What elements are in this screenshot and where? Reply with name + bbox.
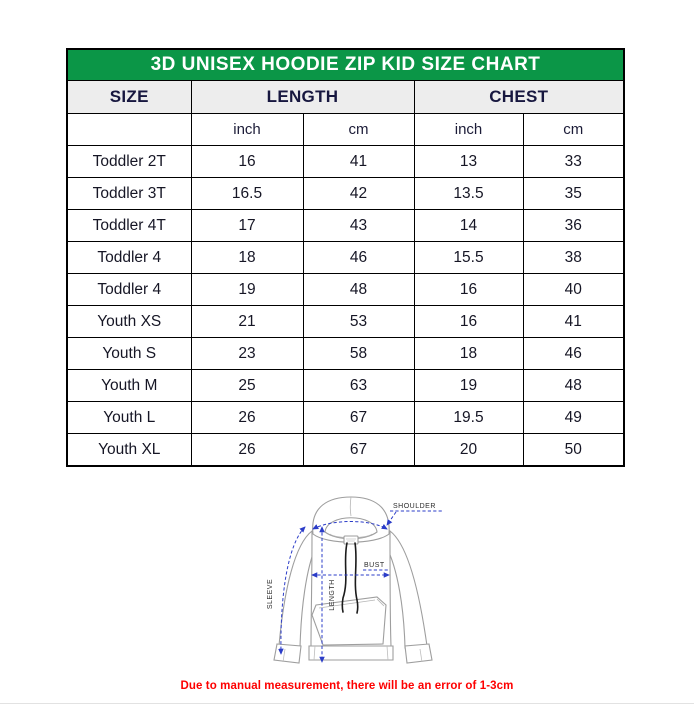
length-inch-cell: 18 <box>190 241 304 274</box>
chest-cm-cell: 33 <box>522 145 625 178</box>
chest-cm-cell: 40 <box>522 273 625 306</box>
chest-cm-cell: 49 <box>522 401 625 434</box>
table-row: Youth S 23 58 18 46 <box>66 337 625 370</box>
hoodie-outline <box>273 496 433 664</box>
chest-inch-cell: 13.5 <box>413 177 524 210</box>
unit-header-row: inch cm inch cm <box>66 113 625 146</box>
table-row: Toddler 4T 17 43 14 36 <box>66 209 625 242</box>
chest-inch-cell: 13 <box>413 145 524 178</box>
chest-cm-cell: 35 <box>522 177 625 210</box>
size-cell: Toddler 4 <box>66 273 192 306</box>
unit-header-empty <box>66 113 192 146</box>
length-cm-cell: 48 <box>302 273 415 306</box>
size-cell: Youth S <box>66 337 192 370</box>
column-group-row: SIZE LENGTH CHEST <box>66 80 625 114</box>
table-row: Toddler 3T 16.5 42 13.5 35 <box>66 177 625 210</box>
chest-cm-cell: 38 <box>522 241 625 274</box>
size-cell: Youth XS <box>66 305 192 338</box>
column-header-size: SIZE <box>66 80 192 114</box>
chest-cm-cell: 46 <box>522 337 625 370</box>
length-inch-cell: 21 <box>190 305 304 338</box>
size-cell: Toddler 4 <box>66 241 192 274</box>
shoulder-arrow <box>312 521 388 530</box>
length-inch-cell: 16 <box>190 145 304 178</box>
bust-label: BUST <box>364 562 385 569</box>
chest-inch-cell: 16 <box>413 273 524 306</box>
size-cell: Youth L <box>66 401 192 434</box>
chest-inch-cell: 19 <box>413 369 524 402</box>
shoulder-label: SHOULDER <box>393 503 436 510</box>
chest-cm-cell: 50 <box>522 433 625 467</box>
table-row: Toddler 4 19 48 16 40 <box>66 273 625 306</box>
size-chart-table: 3D UNISEX HOODIE ZIP KID SIZE CHART SIZE… <box>66 48 626 467</box>
table-row: Youth L 26 67 19.5 49 <box>66 401 625 434</box>
column-header-chest: CHEST <box>413 80 625 114</box>
chest-cm-cell: 36 <box>522 209 625 242</box>
table-row: Youth XS 21 53 16 41 <box>66 305 625 338</box>
hoodie-measurement-diagram: SHOULDER BUST LENGTH SLEEVE <box>238 494 470 680</box>
table-row: Youth M 25 63 19 48 <box>66 369 625 402</box>
size-cell: Toddler 2T <box>66 145 192 178</box>
column-header-length: LENGTH <box>190 80 415 114</box>
measurement-lines <box>278 510 444 663</box>
length-inch-cell: 25 <box>190 369 304 402</box>
length-cm-cell: 67 <box>302 433 415 467</box>
unit-header-length-inch: inch <box>190 113 304 146</box>
size-cell: Toddler 3T <box>66 177 192 210</box>
length-cm-cell: 53 <box>302 305 415 338</box>
length-inch-cell: 26 <box>190 433 304 467</box>
chest-inch-cell: 16 <box>413 305 524 338</box>
length-cm-cell: 67 <box>302 401 415 434</box>
chest-inch-cell: 18 <box>413 337 524 370</box>
measurement-note: Due to manual measurement, there will be… <box>180 680 514 692</box>
chest-inch-cell: 15.5 <box>413 241 524 274</box>
length-cm-cell: 46 <box>302 241 415 274</box>
length-cm-cell: 43 <box>302 209 415 242</box>
size-cell: Youth M <box>66 369 192 402</box>
drawstrings <box>341 542 359 614</box>
length-inch-cell: 23 <box>190 337 304 370</box>
length-inch-cell: 19 <box>190 273 304 306</box>
chest-inch-cell: 14 <box>413 209 524 242</box>
unit-header-chest-inch: inch <box>413 113 524 146</box>
title-row: 3D UNISEX HOODIE ZIP KID SIZE CHART <box>66 48 625 81</box>
table-row: Toddler 4 18 46 15.5 38 <box>66 241 625 274</box>
chest-cm-cell: 41 <box>522 305 625 338</box>
chart-title: 3D UNISEX HOODIE ZIP KID SIZE CHART <box>66 48 625 81</box>
hoodie-diagram-svg: SHOULDER BUST LENGTH SLEEVE <box>267 496 444 664</box>
table-row: Youth XL 26 67 20 50 <box>66 433 625 467</box>
kangaroo-pocket <box>311 596 387 646</box>
length-inch-cell: 16.5 <box>190 177 304 210</box>
length-cm-cell: 41 <box>302 145 415 178</box>
size-cell: Toddler 4T <box>66 209 192 242</box>
length-label: LENGTH <box>329 579 336 610</box>
unit-header-chest-cm: cm <box>522 113 625 146</box>
size-cell: Youth XL <box>66 433 192 467</box>
chest-cm-cell: 48 <box>522 369 625 402</box>
length-inch-cell: 17 <box>190 209 304 242</box>
length-cm-cell: 63 <box>302 369 415 402</box>
bottom-divider <box>0 703 694 704</box>
length-inch-cell: 26 <box>190 401 304 434</box>
sleeve-arrow <box>278 526 306 655</box>
unit-header-length-cm: cm <box>302 113 415 146</box>
chest-inch-cell: 20 <box>413 433 524 467</box>
chest-inch-cell: 19.5 <box>413 401 524 434</box>
length-cm-cell: 42 <box>302 177 415 210</box>
length-cm-cell: 58 <box>302 337 415 370</box>
sleeve-label: SLEEVE <box>267 579 274 609</box>
shoulder-pointer <box>386 511 397 526</box>
table-row: Toddler 2T 16 41 13 33 <box>66 145 625 178</box>
